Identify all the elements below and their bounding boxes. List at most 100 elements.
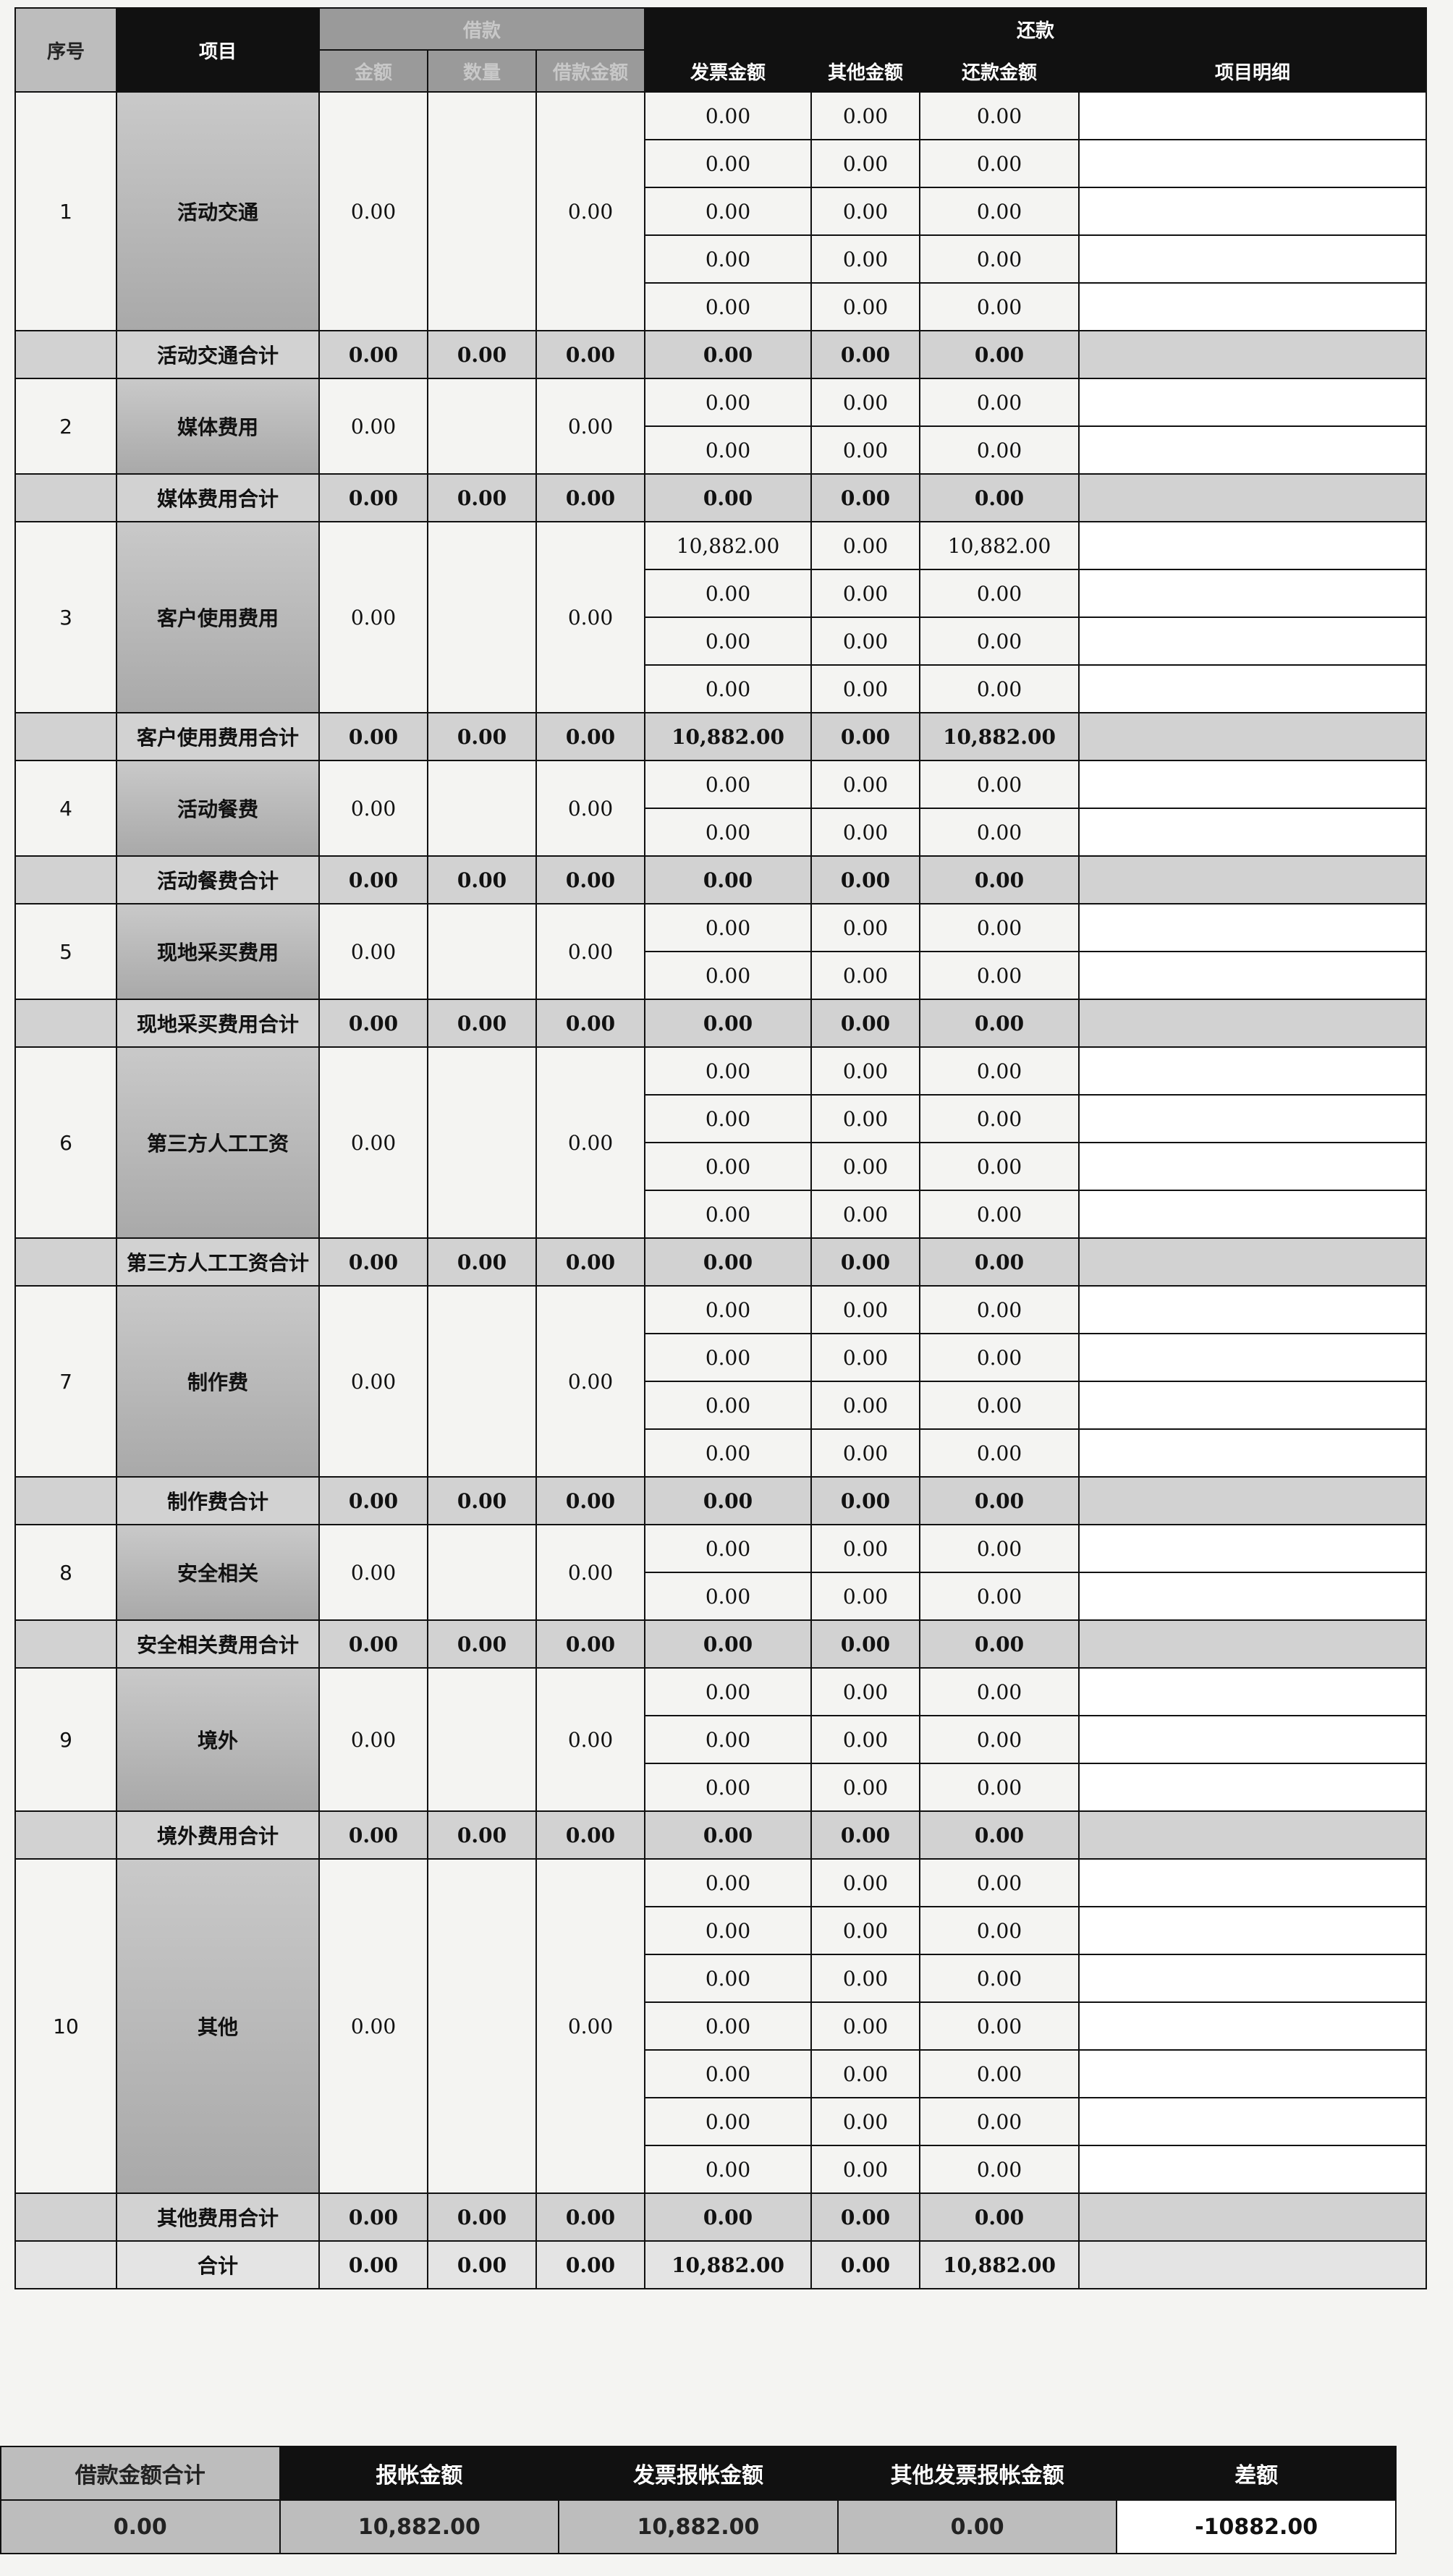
summary-value: 0.00 <box>836 2499 1118 2554</box>
summary-value: 10,882.00 <box>558 2499 839 2554</box>
header-cell: 金额 <box>318 49 428 93</box>
detail-cell <box>1078 521 1428 570</box>
header-cell: 项目明细 <box>1078 49 1428 93</box>
amount-cell: 0.00 <box>919 1046 1080 1096</box>
amount-cell: 0.00 <box>919 808 1080 857</box>
detail-cell <box>1078 903 1428 952</box>
amount-cell: 0.00 <box>644 664 813 713</box>
detail-cell <box>1078 1715 1428 1764</box>
quantity <box>427 903 537 1000</box>
amount-cell: 0.00 <box>644 1715 813 1764</box>
amount-cell: 0.00 <box>644 569 813 618</box>
header-cell: 数量 <box>427 49 537 93</box>
amount-cell: 0.00 <box>427 473 537 522</box>
loan-amount: 0.00 <box>318 1667 428 1812</box>
table-row: 10 其他 0.00 0.00 0.00 0.00 0.00 <box>14 1858 1428 2194</box>
amount-cell: 0.00 <box>644 187 813 236</box>
row-number: 10 <box>14 1858 117 2194</box>
table-row: 其他费用合计 0.00 0.00 0.00 0.00 0.00 0.00 <box>14 2192 1428 2242</box>
amount-cell: 0.00 <box>427 1476 537 1525</box>
amount-cell: 0.00 <box>810 1190 921 1239</box>
amount-cell: 0.00 <box>318 999 428 1048</box>
summary-header: 其他发票报帐金额 <box>836 2446 1118 2501</box>
summary-value: -10882.00 <box>1116 2499 1397 2554</box>
amount-cell: 0.00 <box>644 282 813 331</box>
table-row: 0.00 0.00 0.00 <box>15 617 1428 666</box>
table-row: 制作费合计 0.00 0.00 0.00 0.00 0.00 0.00 <box>14 1476 1428 1525</box>
amount-cell: 0.00 <box>810 1954 921 2003</box>
detail-cell <box>1078 617 1428 666</box>
amount-cell: 0.00 <box>919 1524 1080 1573</box>
table-row: 0.00 0.00 0.00 <box>15 1333 1428 1382</box>
amount-cell: 0.00 <box>919 1763 1080 1812</box>
table-body: 1 活动交通 0.00 0.00 0.00 0.00 0.00 0.00 0.00 0.00 0.0… <box>14 91 1428 2289</box>
amount-cell: 0.00 <box>644 91 813 140</box>
amount-cell: 0.00 <box>810 378 921 427</box>
table-row: 境外费用合计 0.00 0.00 0.00 0.00 0.00 0.00 <box>14 1810 1428 1860</box>
amount-cell: 0.00 <box>810 1381 921 1430</box>
detail-cell <box>1078 139 1428 188</box>
amount-cell: 0.00 <box>427 2192 537 2242</box>
amount-cell: 0.00 <box>810 1333 921 1382</box>
amount-cell: 0.00 <box>810 2049 921 2098</box>
amount-cell: 0.00 <box>919 234 1080 284</box>
amount-cell: 0.00 <box>644 330 813 379</box>
amount-cell: 0.00 <box>919 91 1080 140</box>
amount-cell: 0.00 <box>644 1906 813 1955</box>
summary-header: 报帐金额 <box>279 2446 560 2501</box>
header-cell: 还款 <box>644 7 1428 51</box>
table-row: 合计 0.00 0.00 0.00 10,882.00 0.00 10,882.00 <box>14 2240 1428 2289</box>
amount-cell: 0.00 <box>919 2097 1080 2146</box>
amount-cell: 0.00 <box>919 1381 1080 1430</box>
detail-cell <box>1078 187 1428 236</box>
table-row: 0.00 0.00 0.00 <box>15 187 1428 236</box>
quantity <box>427 1667 537 1812</box>
detail-cell <box>1078 1142 1428 1191</box>
amount-cell: 0.00 <box>919 1237 1080 1287</box>
detail-cell <box>1078 2240 1428 2289</box>
amount-cell: 0.00 <box>318 473 428 522</box>
table-row: 0.00 0.00 0.00 <box>15 1572 1428 1621</box>
amount-cell: 0.00 <box>919 1667 1080 1716</box>
summary-header: 差额 <box>1116 2446 1397 2501</box>
amount-cell: 0.00 <box>919 473 1080 522</box>
quantity <box>427 1046 537 1239</box>
table-row: 现地采买费用合计 0.00 0.00 0.00 0.00 0.00 0.00 <box>14 999 1428 1048</box>
detail-cell <box>1078 1190 1428 1239</box>
amount-cell: 0.00 <box>810 855 921 904</box>
summary-header: 借款金额合计 <box>0 2446 281 2501</box>
table-row: 1 活动交通 0.00 0.00 0.00 0.00 0.00 <box>14 91 1428 331</box>
detail-cell <box>1078 664 1428 713</box>
loan-amount: 0.00 <box>318 1858 428 2194</box>
table-row: 0.00 0.00 0.00 <box>15 139 1428 188</box>
amount-cell: 0.00 <box>644 2145 813 2194</box>
loan-total: 0.00 <box>535 378 646 475</box>
row-number: 3 <box>14 521 117 713</box>
amount-cell: 0.00 <box>810 330 921 379</box>
amount-cell: 0.00 <box>810 1572 921 1621</box>
item-name: 制作费 <box>116 1285 320 1478</box>
amount-cell: 0.00 <box>644 378 813 427</box>
amount-cell: 0.00 <box>535 999 646 1048</box>
subtotal-label: 合计 <box>116 2240 320 2289</box>
cell <box>14 2240 117 2289</box>
amount-cell: 0.00 <box>644 1524 813 1573</box>
amount-cell: 0.00 <box>318 855 428 904</box>
amount-cell: 0.00 <box>318 1619 428 1669</box>
loan-amount: 0.00 <box>318 1046 428 1239</box>
amount-cell: 0.00 <box>919 2049 1080 2098</box>
item-name: 其他 <box>116 1858 320 2194</box>
loan-total: 0.00 <box>535 1285 646 1478</box>
amount-cell: 0.00 <box>919 951 1080 1000</box>
detail-cell <box>1078 2097 1428 2146</box>
amount-cell: 0.00 <box>919 1810 1080 1860</box>
amount-cell: 0.00 <box>810 1619 921 1669</box>
table-row: 0.00 0.00 0.00 <box>15 234 1428 284</box>
loan-amount: 0.00 <box>318 760 428 857</box>
amount-cell: 0.00 <box>919 1333 1080 1382</box>
quantity <box>427 1858 537 2194</box>
header-cell: 借款金额 <box>535 49 646 93</box>
amount-cell: 0.00 <box>810 2192 921 2242</box>
amount-cell: 0.00 <box>644 1094 813 1143</box>
